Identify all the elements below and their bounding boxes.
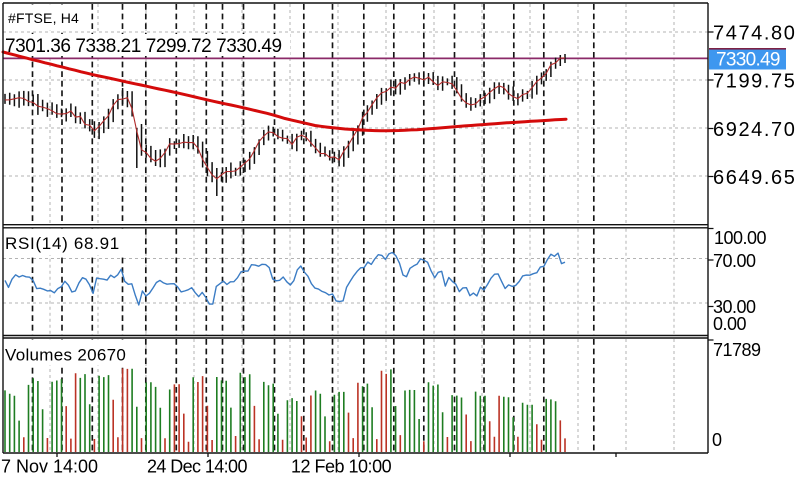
svg-text:7199.75: 7199.75 [713,71,797,93]
svg-text:0.00: 0.00 [713,314,747,334]
svg-text:0: 0 [712,430,722,450]
svg-text:30.00: 30.00 [713,297,756,317]
svg-text:7474.80: 7474.80 [713,23,797,45]
svg-text:12 Feb 10:00: 12 Feb 10:00 [291,457,392,477]
svg-text:6649.65: 6649.65 [713,167,797,189]
svg-text:#FTSE, H4: #FTSE, H4 [8,10,79,26]
svg-text:RSI(14) 68.91: RSI(14) 68.91 [5,234,120,253]
svg-text:24 Dec 14:00: 24 Dec 14:00 [147,457,247,477]
svg-text:100.00: 100.00 [714,228,767,248]
svg-text:70.00: 70.00 [713,251,756,271]
svg-text:7 Nov 14:00: 7 Nov 14:00 [1,457,98,477]
svg-text:6924.70: 6924.70 [713,119,797,141]
svg-text:71789: 71789 [713,340,761,360]
svg-text:7301.36 7338.21 7299.72 7330.4: 7301.36 7338.21 7299.72 7330.49 [5,36,282,57]
svg-text:7330.49: 7330.49 [716,50,780,71]
svg-text:Volumes 20670: Volumes 20670 [5,346,126,365]
